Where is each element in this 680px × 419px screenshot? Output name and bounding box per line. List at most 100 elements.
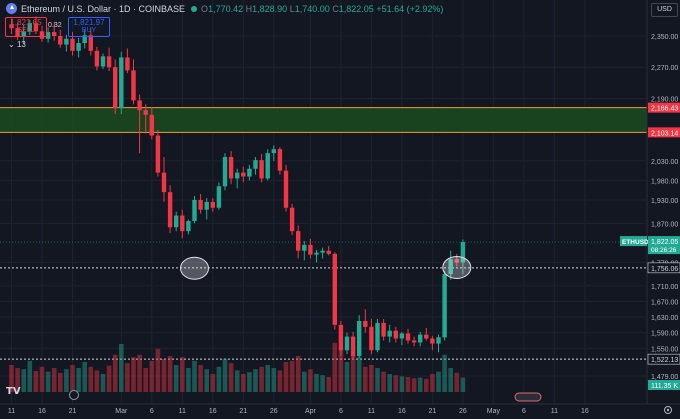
zone-price-label: 2,103.14 [651,130,678,137]
level-price-label: 1,756.06 [651,266,678,273]
volume-bars [9,342,466,392]
indicators-toggle[interactable]: ⌄ 13 [8,40,26,49]
chart-markers [180,255,472,280]
event-icons[interactable] [69,390,542,402]
volume-bar [295,356,301,392]
settings-gear-icon[interactable] [664,406,672,414]
volume-bar [411,378,417,392]
sell-button[interactable]: 1,821.65 SELL [5,17,47,37]
volume-bar [94,370,100,392]
candle-body [247,168,252,177]
volume-bar [192,360,197,392]
candle-body [271,149,276,154]
x-tick-label: 6 [150,408,154,415]
candle-body [277,149,283,171]
countdown-label: 08:26:26 [651,247,677,254]
volume-bar [21,369,26,392]
candle-body [308,244,313,255]
candle-body [149,114,154,136]
candle-body [332,253,337,325]
indicator-count: 13 [16,40,26,49]
candle-body [119,57,124,109]
candle-body [320,250,325,253]
currency-selector[interactable]: USD [651,3,678,17]
candle-body [155,135,161,173]
zone-price-label: 2,166.43 [651,106,678,113]
candle-body [442,274,447,338]
symbol-tag [620,236,647,247]
volume-bar [88,366,94,392]
volume-bar [430,374,435,392]
last-price-label: 1,822.05 [651,239,678,246]
candle-body [369,326,374,351]
volume-bar [399,376,405,392]
y-tick-label: 1,980.00 [651,178,678,185]
volume-bar [277,370,283,392]
event-flags-icon[interactable] [514,392,542,402]
volume-bar [228,363,234,392]
volume-bar [381,371,386,392]
x-tick-label: Apr [305,408,317,415]
tradingview-logo[interactable]: TV [6,386,21,397]
volume-bar [167,356,173,392]
candle-body [143,110,148,115]
volume-bar [76,368,81,392]
volume-bar [100,374,106,392]
volume-bar [454,372,460,392]
candle-body [167,192,173,228]
candle-body [350,336,356,357]
volume-bar [106,365,112,392]
candle-body [76,43,81,51]
volume-bar [320,375,325,392]
candle-body [210,201,215,208]
candle-body [418,334,423,343]
candle-body [9,24,14,29]
candlesticks [9,16,466,360]
volume-bar [448,368,453,392]
candle-body [58,36,63,45]
volume-bar [173,365,179,392]
highlight-ellipse [442,255,472,279]
time-axis[interactable]: 11 16 21 Mar 6 11 16 21 26 Apr 6 11 16 21 26 May 6 11 16 [8,408,589,415]
candle-body [405,333,411,341]
event-earnings-icon[interactable] [69,390,79,400]
volume-bar [283,362,289,392]
volume-bar [356,357,362,392]
x-tick-label: 11 [368,408,375,415]
ohlc-readout: O1,770.42 H1,828.90 L1,740.00 C1,822.05 … [201,3,444,14]
x-tick-label: 16 [398,408,406,415]
zone-fill [0,107,647,133]
candle-body [94,50,100,67]
volume-bar [393,375,399,392]
buy-button[interactable]: 1,821.97 BUY [68,17,110,37]
candle-body [381,322,386,337]
volume-bar [15,368,20,392]
chart-grid [0,0,647,404]
candle-body [399,333,405,339]
y-tick-label: 1,670.00 [651,299,678,306]
volume-bar [405,377,411,392]
candle-body [259,160,264,179]
x-tick-label: 26 [270,408,278,415]
x-tick-label: Mar [115,408,128,415]
x-tick-label: 21 [429,408,437,415]
candle-body [454,259,459,263]
volume-bar [265,365,270,392]
volume-bar [155,348,161,392]
last-price-tag [648,236,680,255]
volume-bar [143,368,148,392]
x-tick-label: 11 [8,408,15,415]
candle-body [436,337,441,344]
volume-bar [51,368,57,392]
candle-body [302,244,307,251]
volume-bar [125,363,130,392]
volume-bar [216,366,222,392]
candle-body [314,252,319,255]
volume-bar [326,377,331,392]
candle-body [33,23,39,32]
symbol-label: ETHUSD [622,239,649,246]
symbol-title[interactable]: Ethereum / U.S. Dollar · 1D · COINBASE [21,3,186,14]
candle-body [375,322,380,351]
candle-body [411,340,417,343]
